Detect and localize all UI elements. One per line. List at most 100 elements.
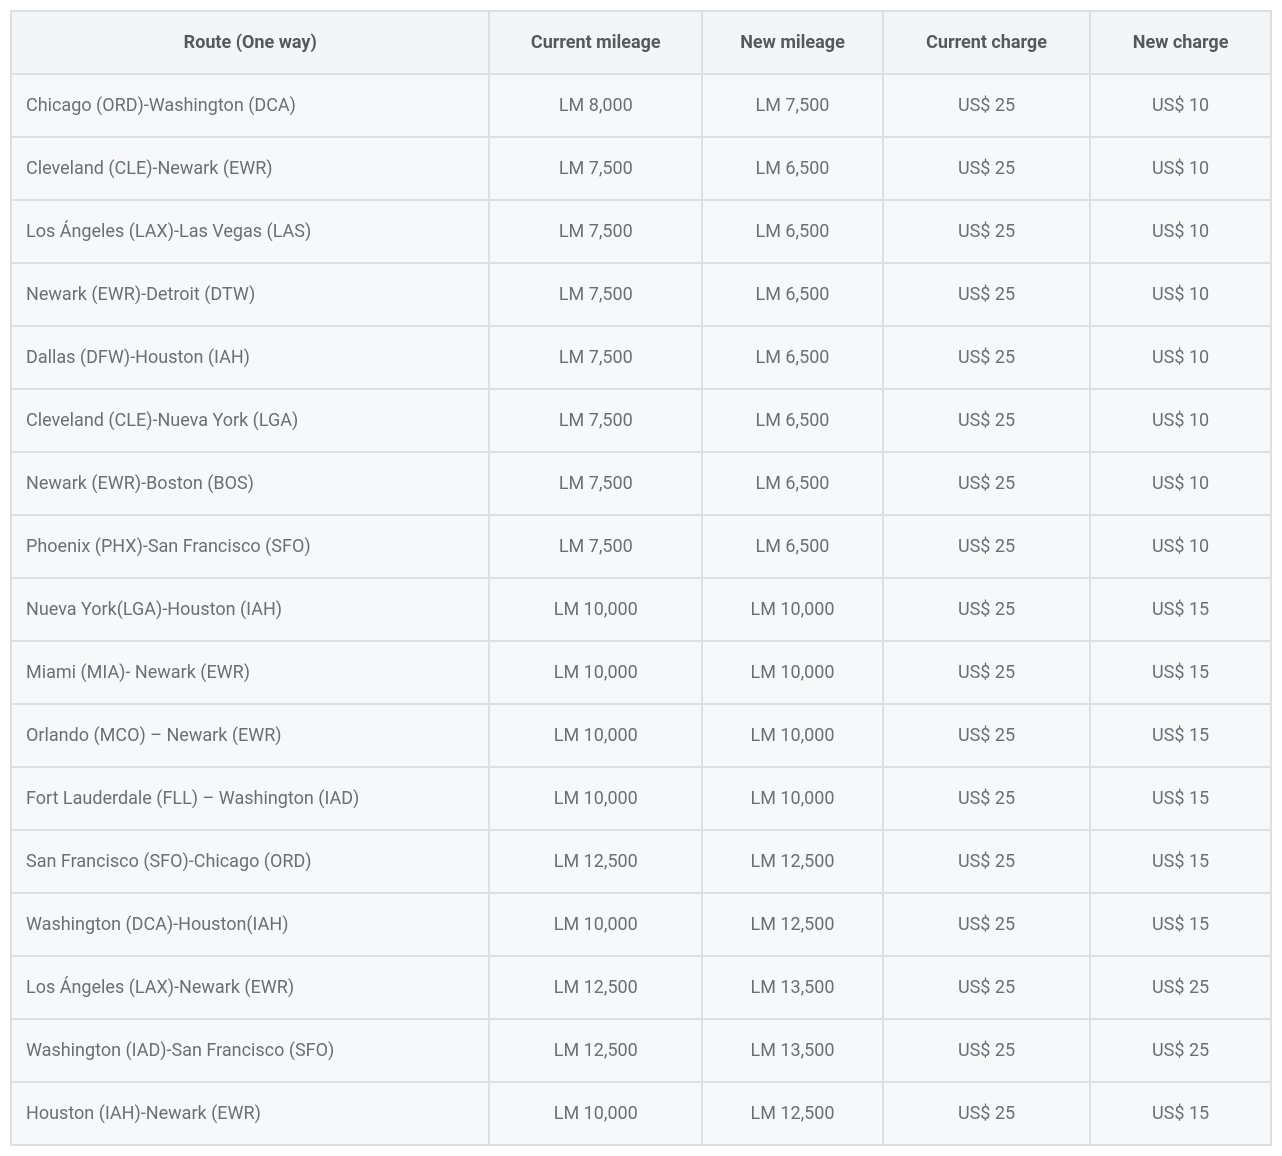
cell-current-mileage: LM 10,000: [489, 767, 702, 830]
cell-new-charge: US$ 15: [1090, 767, 1271, 830]
cell-route: Newark (EWR)-Detroit (DTW): [11, 263, 489, 326]
table-row: Chicago (ORD)-Washington (DCA)LM 8,000LM…: [11, 74, 1271, 137]
cell-new-charge: US$ 10: [1090, 200, 1271, 263]
cell-current-mileage: LM 7,500: [489, 326, 702, 389]
table-body: Chicago (ORD)-Washington (DCA)LM 8,000LM…: [11, 74, 1271, 1145]
cell-current-charge: US$ 25: [883, 830, 1090, 893]
cell-current-charge: US$ 25: [883, 704, 1090, 767]
cell-new-charge: US$ 10: [1090, 263, 1271, 326]
table-row: Newark (EWR)-Boston (BOS)LM 7,500LM 6,50…: [11, 452, 1271, 515]
cell-new-charge: US$ 10: [1090, 137, 1271, 200]
cell-new-charge: US$ 25: [1090, 956, 1271, 1019]
cell-current-mileage: LM 7,500: [489, 200, 702, 263]
cell-new-charge: US$ 10: [1090, 389, 1271, 452]
col-header-current-charge: Current charge: [883, 11, 1090, 74]
cell-current-charge: US$ 25: [883, 1082, 1090, 1145]
cell-route: Cleveland (CLE)-Nueva York (LGA): [11, 389, 489, 452]
cell-new-charge: US$ 10: [1090, 326, 1271, 389]
cell-new-charge: US$ 10: [1090, 452, 1271, 515]
cell-route: Nueva York(LGA)-Houston (IAH): [11, 578, 489, 641]
cell-new-mileage: LM 10,000: [702, 578, 883, 641]
table-row: Washington (DCA)-Houston(IAH)LM 10,000LM…: [11, 893, 1271, 956]
table-row: Dallas (DFW)-Houston (IAH)LM 7,500LM 6,5…: [11, 326, 1271, 389]
table-header-row: Route (One way) Current mileage New mile…: [11, 11, 1271, 74]
cell-current-charge: US$ 25: [883, 263, 1090, 326]
table-row: Washington (IAD)-San Francisco (SFO)LM 1…: [11, 1019, 1271, 1082]
cell-route: Dallas (DFW)-Houston (IAH): [11, 326, 489, 389]
cell-new-mileage: LM 10,000: [702, 641, 883, 704]
cell-route: Fort Lauderdale (FLL) – Washington (IAD): [11, 767, 489, 830]
cell-route: Chicago (ORD)-Washington (DCA): [11, 74, 489, 137]
cell-route: Houston (IAH)-Newark (EWR): [11, 1082, 489, 1145]
cell-new-mileage: LM 6,500: [702, 263, 883, 326]
cell-new-charge: US$ 25: [1090, 1019, 1271, 1082]
cell-current-charge: US$ 25: [883, 956, 1090, 1019]
cell-new-charge: US$ 15: [1090, 893, 1271, 956]
table-row: Cleveland (CLE)-Newark (EWR)LM 7,500LM 6…: [11, 137, 1271, 200]
cell-current-charge: US$ 25: [883, 641, 1090, 704]
cell-route: Los Ángeles (LAX)-Las Vegas (LAS): [11, 200, 489, 263]
cell-current-charge: US$ 25: [883, 326, 1090, 389]
cell-current-charge: US$ 25: [883, 893, 1090, 956]
cell-current-charge: US$ 25: [883, 578, 1090, 641]
cell-current-mileage: LM 7,500: [489, 452, 702, 515]
table-row: Los Ángeles (LAX)-Las Vegas (LAS)LM 7,50…: [11, 200, 1271, 263]
cell-new-mileage: LM 6,500: [702, 389, 883, 452]
cell-current-mileage: LM 10,000: [489, 1082, 702, 1145]
cell-current-mileage: LM 10,000: [489, 578, 702, 641]
cell-current-mileage: LM 12,500: [489, 956, 702, 1019]
col-header-route: Route (One way): [11, 11, 489, 74]
mileage-table: Route (One way) Current mileage New mile…: [10, 10, 1272, 1146]
table-row: Orlando (MCO) – Newark (EWR)LM 10,000LM …: [11, 704, 1271, 767]
table-row: Cleveland (CLE)-Nueva York (LGA)LM 7,500…: [11, 389, 1271, 452]
cell-new-mileage: LM 10,000: [702, 767, 883, 830]
cell-new-charge: US$ 15: [1090, 1082, 1271, 1145]
cell-current-charge: US$ 25: [883, 1019, 1090, 1082]
cell-route: Los Ángeles (LAX)-Newark (EWR): [11, 956, 489, 1019]
cell-current-charge: US$ 25: [883, 137, 1090, 200]
cell-current-mileage: LM 7,500: [489, 515, 702, 578]
cell-new-charge: US$ 15: [1090, 578, 1271, 641]
cell-new-mileage: LM 6,500: [702, 200, 883, 263]
cell-current-mileage: LM 12,500: [489, 1019, 702, 1082]
table-row: San Francisco (SFO)-Chicago (ORD)LM 12,5…: [11, 830, 1271, 893]
cell-new-charge: US$ 15: [1090, 704, 1271, 767]
cell-route: Miami (MIA)- Newark (EWR): [11, 641, 489, 704]
cell-new-charge: US$ 15: [1090, 830, 1271, 893]
table-row: Los Ángeles (LAX)-Newark (EWR)LM 12,500L…: [11, 956, 1271, 1019]
cell-current-mileage: LM 8,000: [489, 74, 702, 137]
cell-new-mileage: LM 13,500: [702, 956, 883, 1019]
cell-new-mileage: LM 12,500: [702, 893, 883, 956]
cell-current-charge: US$ 25: [883, 515, 1090, 578]
cell-current-charge: US$ 25: [883, 200, 1090, 263]
cell-new-mileage: LM 6,500: [702, 137, 883, 200]
cell-route: San Francisco (SFO)-Chicago (ORD): [11, 830, 489, 893]
table-row: Fort Lauderdale (FLL) – Washington (IAD)…: [11, 767, 1271, 830]
cell-new-mileage: LM 12,500: [702, 1082, 883, 1145]
cell-new-mileage: LM 6,500: [702, 452, 883, 515]
cell-route: Newark (EWR)-Boston (BOS): [11, 452, 489, 515]
cell-current-mileage: LM 10,000: [489, 641, 702, 704]
cell-new-mileage: LM 6,500: [702, 515, 883, 578]
cell-new-charge: US$ 15: [1090, 641, 1271, 704]
table-row: Newark (EWR)-Detroit (DTW)LM 7,500LM 6,5…: [11, 263, 1271, 326]
cell-new-mileage: LM 6,500: [702, 326, 883, 389]
cell-current-charge: US$ 25: [883, 74, 1090, 137]
cell-current-mileage: LM 7,500: [489, 389, 702, 452]
cell-new-mileage: LM 13,500: [702, 1019, 883, 1082]
col-header-new-mileage: New mileage: [702, 11, 883, 74]
cell-route: Washington (IAD)-San Francisco (SFO): [11, 1019, 489, 1082]
cell-new-charge: US$ 10: [1090, 515, 1271, 578]
table-row: Nueva York(LGA)-Houston (IAH)LM 10,000LM…: [11, 578, 1271, 641]
table-row: Houston (IAH)-Newark (EWR)LM 10,000LM 12…: [11, 1082, 1271, 1145]
cell-new-mileage: LM 12,500: [702, 830, 883, 893]
cell-new-charge: US$ 10: [1090, 74, 1271, 137]
cell-route: Orlando (MCO) – Newark (EWR): [11, 704, 489, 767]
cell-current-mileage: LM 7,500: [489, 137, 702, 200]
cell-current-mileage: LM 10,000: [489, 893, 702, 956]
cell-current-charge: US$ 25: [883, 452, 1090, 515]
cell-current-mileage: LM 12,500: [489, 830, 702, 893]
cell-route: Washington (DCA)-Houston(IAH): [11, 893, 489, 956]
cell-new-mileage: LM 7,500: [702, 74, 883, 137]
cell-route: Phoenix (PHX)-San Francisco (SFO): [11, 515, 489, 578]
